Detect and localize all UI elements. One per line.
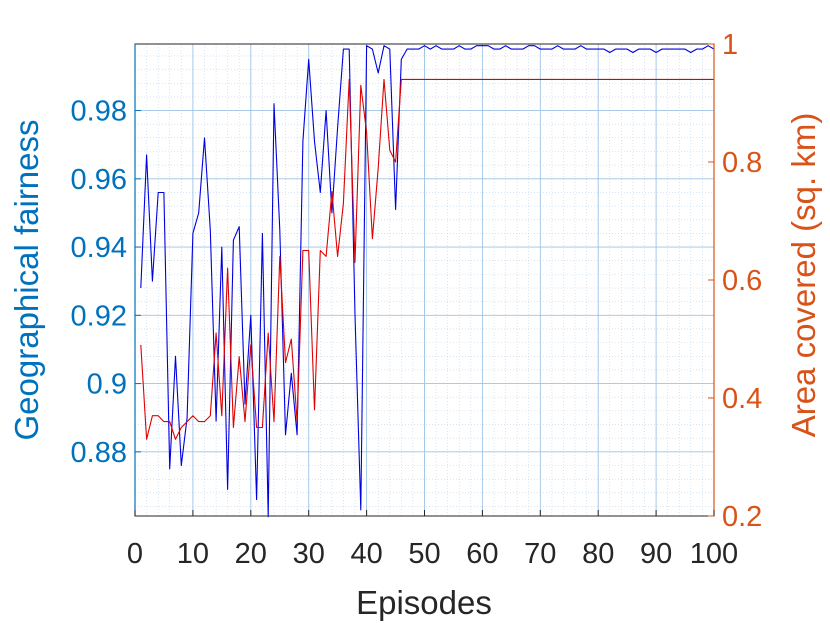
right-tick-label: 0.6 — [722, 265, 762, 297]
left-axis-ticks: 0.88 0.9 0.92 0.94 0.96 0.98 — [71, 96, 141, 469]
right-tick-label: 1 — [722, 29, 738, 61]
x-tick-label: 60 — [466, 538, 498, 570]
series-line-fairness — [140, 45, 715, 518]
x-tick-label: 30 — [293, 538, 325, 570]
left-tick-label: 0.88 — [71, 437, 127, 469]
x-axis-title: Episodes — [356, 584, 492, 621]
left-tick-label: 0.94 — [71, 232, 127, 264]
x-tick-label: 0 — [127, 538, 143, 570]
left-axis-title: Geographical fairness — [8, 119, 45, 440]
x-tick-label: 100 — [690, 538, 738, 570]
right-tick-label: 0.2 — [722, 501, 762, 533]
right-axis-title: Area covered (sq. km) — [785, 113, 822, 438]
left-tick-label: 0.96 — [71, 164, 127, 196]
x-tick-label: 10 — [177, 538, 209, 570]
right-axis-ticks: 0.2 0.4 0.6 0.8 1 — [708, 29, 762, 533]
x-tick-label: 40 — [350, 538, 382, 570]
right-tick-label: 0.8 — [722, 147, 762, 179]
x-tick-label: 90 — [640, 538, 672, 570]
series-layer — [140, 45, 715, 518]
left-tick-label: 0.92 — [71, 300, 127, 332]
left-tick-label: 0.98 — [71, 96, 127, 128]
x-tick-label: 80 — [582, 538, 614, 570]
minor-grid — [135, 44, 714, 516]
left-tick-label: 0.9 — [87, 369, 127, 401]
right-tick-label: 0.4 — [722, 383, 762, 415]
series-line-area-covered — [140, 78, 714, 440]
x-tick-label: 70 — [524, 538, 556, 570]
x-tick-label: 50 — [408, 538, 440, 570]
x-axis-ticks: 0 10 20 30 40 50 60 70 80 90 100 — [127, 510, 738, 570]
x-tick-label: 20 — [235, 538, 267, 570]
